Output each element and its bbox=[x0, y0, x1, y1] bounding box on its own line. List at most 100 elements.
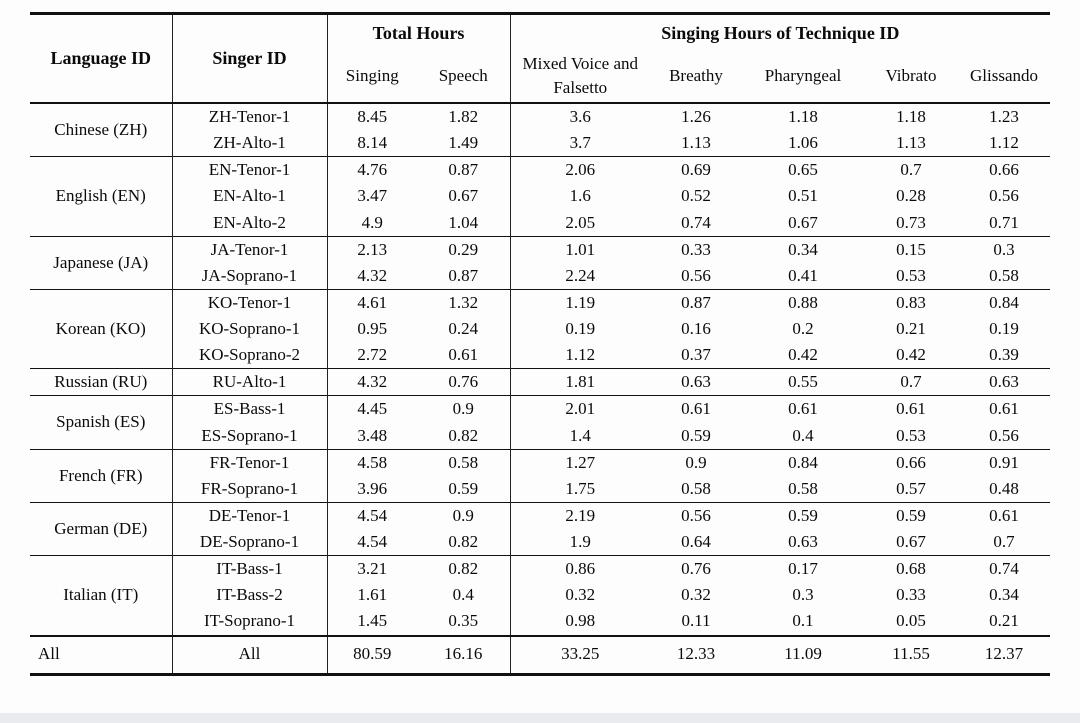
pharyngeal-cell: 0.59 bbox=[742, 501, 865, 529]
singer-cell: ES-Bass-1 bbox=[172, 395, 328, 423]
mixed-voice-cell: 1.6 bbox=[569, 186, 591, 206]
breathy-cell: 0.76 bbox=[650, 555, 743, 583]
breathy-cell: 0.63 bbox=[650, 368, 743, 396]
table-row: IT-Bass-2 1.61 0.4 0.32 0.32 0.3 0.33 0.34 bbox=[30, 582, 1050, 609]
language-cell: English (EN) bbox=[30, 156, 173, 237]
language-group: Chinese (ZH) ZH-Tenor-1 8.45 1.82 3.6 1.26 1.1… bbox=[30, 102, 1051, 157]
mixed-voice-cell: 1.19 bbox=[510, 288, 651, 316]
vibrato-cell: 0.61 bbox=[864, 395, 959, 423]
singing-cell: 2.13 bbox=[327, 235, 417, 263]
vibrato-cell: 1.13 bbox=[896, 133, 926, 153]
table-row: ES-Soprano-1 3.48 0.82 1.4 0.59 0.4 0.53 0.56 bbox=[30, 422, 1050, 450]
singing-cell: 8.14 bbox=[357, 133, 388, 153]
singer-cell: JA-Tenor-1 bbox=[172, 235, 328, 263]
singing-cell: 4.45 bbox=[327, 395, 417, 423]
speech-cell: 0.9 bbox=[417, 501, 511, 529]
vibrato-cell: 1.18 bbox=[864, 102, 959, 131]
singing-cell: 4.54 bbox=[327, 501, 417, 529]
glissando-cell: 0.58 bbox=[989, 265, 1019, 285]
vibrato-cell: 0.83 bbox=[864, 288, 959, 316]
mixed-voice-cell: 1.12 bbox=[565, 345, 596, 365]
mixed-voice-cell: 1.81 bbox=[510, 368, 651, 396]
table-row: Russian (RU) RU-Alto-1 4.32 0.76 1.81 0.63 0.5… bbox=[30, 368, 1051, 396]
singer-cell: ES-Soprano-1 bbox=[172, 422, 328, 450]
breathy-cell: 1.26 bbox=[650, 102, 743, 131]
glissando-cell: 0.63 bbox=[958, 368, 1051, 396]
singer-cell: DE-Tenor-1 bbox=[172, 501, 328, 529]
mixed-voice-cell: 1.01 bbox=[510, 235, 651, 263]
mixed-voice-cell: 1.75 bbox=[565, 478, 596, 498]
language-cell: Korean (KO) bbox=[30, 288, 173, 369]
speech-column-header: Speech bbox=[417, 50, 511, 104]
language-cell: French (FR) bbox=[30, 448, 173, 503]
table-row: KO-Soprano-1 0.95 0.24 0.19 0.16 0.2 0.21 0.19 bbox=[30, 316, 1050, 343]
singing-cell: 3.96 bbox=[357, 478, 388, 498]
breathy-cell: 0.59 bbox=[681, 425, 711, 445]
pharyngeal-cell: 1.06 bbox=[788, 133, 818, 153]
total-pharyngeal-cell: 11.09 bbox=[742, 634, 865, 674]
glissando-cell: 0.61 bbox=[958, 395, 1051, 423]
speech-cell: 0.35 bbox=[417, 608, 511, 636]
speech-cell: 0.82 bbox=[417, 555, 511, 583]
pharyngeal-cell: 0.4 bbox=[792, 425, 814, 445]
singer-cell: FR-Tenor-1 bbox=[172, 448, 328, 476]
language-group: Spanish (ES) ES-Bass-1 4.45 0.9 2.01 0.61 0.61… bbox=[30, 395, 1051, 450]
speech-cell: 0.87 bbox=[417, 262, 511, 290]
table-row: Japanese (JA) JA-Tenor-1 2.13 0.29 1.01 0.33 0… bbox=[30, 235, 1051, 290]
vibrato-cell: 0.59 bbox=[864, 501, 959, 529]
singing-dataset-statistics-table: Language ID Singer ID Total Hours Singin… bbox=[30, 12, 1051, 676]
mixed-voice-cell: 0.98 bbox=[565, 611, 596, 631]
pharyngeal-cell: 1.18 bbox=[742, 102, 865, 131]
speech-cell: 0.82 bbox=[417, 422, 511, 450]
breathy-column-header: Breathy bbox=[650, 50, 743, 104]
table-row: KO-Soprano-2 2.72 0.61 1.12 0.37 0.42 0.42 0.39 bbox=[30, 342, 1050, 369]
total-vibrato-cell: 11.55 bbox=[864, 634, 959, 674]
glissando-cell: 0.74 bbox=[958, 555, 1051, 583]
table-row: Spanish (ES) ES-Bass-1 4.45 0.9 2.01 0.61 0.61… bbox=[30, 395, 1051, 450]
singing-cell: 4.9 bbox=[361, 212, 383, 232]
mixed-voice-cell: 3.7 bbox=[569, 133, 591, 153]
speech-cell: 0.82 bbox=[417, 529, 511, 556]
singing-cell: 8.45 bbox=[327, 102, 417, 131]
vibrato-cell: 0.28 bbox=[896, 186, 926, 206]
table-total-row: All All 80.59 16.16 33.25 12.33 11.09 11… bbox=[30, 634, 1051, 674]
pharyngeal-cell: 0.61 bbox=[742, 395, 865, 423]
table-row: IT-Soprano-1 1.45 0.35 0.98 0.11 0.1 0.05 0.21 bbox=[30, 608, 1050, 636]
speech-cell: 0.87 bbox=[417, 156, 511, 184]
speech-cell: 0.58 bbox=[417, 448, 511, 476]
total-hours-group-header: Total Hours bbox=[327, 13, 511, 50]
mixed-voice-cell: 0.32 bbox=[565, 585, 596, 605]
singer-cell: KO-Soprano-2 bbox=[172, 342, 328, 369]
glissando-cell: 0.84 bbox=[958, 288, 1051, 316]
language-group: English (EN) EN-Tenor-1 4.76 0.87 2.06 0.69 0.… bbox=[30, 156, 1051, 237]
breathy-cell: 0.56 bbox=[650, 501, 743, 529]
singer-id-header: Singer ID bbox=[172, 13, 328, 104]
vibrato-cell: 0.66 bbox=[864, 448, 959, 476]
speech-cell: 1.32 bbox=[417, 288, 511, 316]
glissando-cell: 0.7 bbox=[993, 532, 1015, 551]
singer-cell: FR-Soprano-1 bbox=[172, 475, 328, 503]
glissando-cell: 0.66 bbox=[958, 156, 1051, 184]
table-header: Language ID Singer ID Total Hours Singin… bbox=[30, 13, 1051, 104]
singer-cell: KO-Tenor-1 bbox=[172, 288, 328, 316]
speech-cell: 1.04 bbox=[417, 209, 511, 237]
glissando-cell: 0.19 bbox=[989, 319, 1019, 338]
speech-cell: 0.4 bbox=[417, 582, 511, 609]
vibrato-cell: 0.15 bbox=[864, 235, 959, 263]
vibrato-cell: 0.73 bbox=[896, 212, 926, 232]
language-cell: Russian (RU) bbox=[30, 368, 173, 396]
glissando-cell: 1.12 bbox=[989, 133, 1019, 153]
breathy-cell: 0.64 bbox=[681, 532, 711, 551]
pharyngeal-cell: 0.17 bbox=[742, 555, 865, 583]
pharyngeal-cell: 0.1 bbox=[792, 611, 814, 631]
total-singing-cell: 80.59 bbox=[327, 634, 417, 674]
language-group: Korean (KO) KO-Tenor-1 4.61 1.32 1.19 0.87 0.8… bbox=[30, 288, 1051, 369]
pharyngeal-cell: 0.34 bbox=[742, 235, 865, 263]
singer-cell: ZH-Tenor-1 bbox=[172, 102, 328, 131]
mixed-voice-cell: 2.01 bbox=[510, 395, 651, 423]
glissando-cell: 0.56 bbox=[989, 186, 1019, 206]
glissando-cell: 0.61 bbox=[958, 501, 1051, 529]
pharyngeal-cell: 0.63 bbox=[788, 532, 818, 551]
singing-cell: 1.45 bbox=[357, 611, 388, 631]
